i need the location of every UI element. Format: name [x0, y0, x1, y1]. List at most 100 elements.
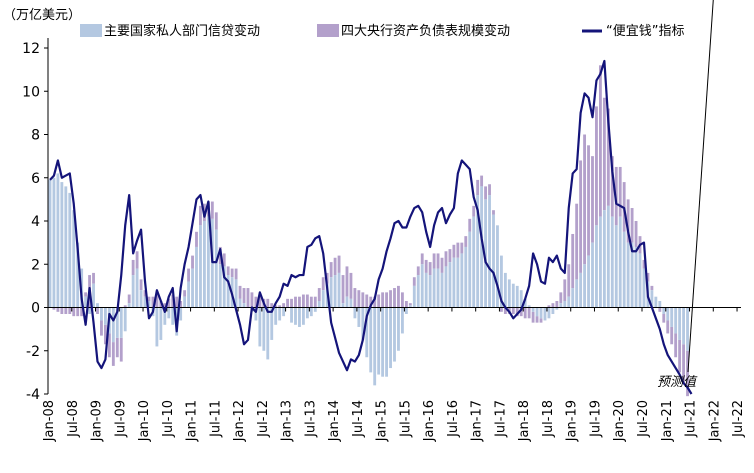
- bar-central-bank: [476, 179, 480, 196]
- bar-private-credit: [610, 216, 614, 308]
- bar-central-bank: [313, 296, 317, 308]
- bar-central-bank: [547, 305, 551, 308]
- x-tick-label: Jul-21: [684, 400, 699, 438]
- bar-private-credit: [254, 307, 258, 321]
- bar-central-bank: [115, 337, 119, 358]
- bar-private-credit: [658, 301, 662, 308]
- x-tick-label: Jul-08: [66, 400, 81, 438]
- bar-central-bank: [187, 268, 190, 282]
- bar-central-bank: [674, 333, 678, 358]
- legend-label-cheap-money: “便宜钱”指标: [606, 24, 684, 39]
- bar-private-credit: [60, 182, 64, 308]
- bar-central-bank: [341, 275, 345, 304]
- bar-private-credit: [353, 307, 357, 319]
- bar-private-credit: [56, 173, 60, 308]
- bar-private-credit: [634, 246, 638, 308]
- x-tick-label: Jan-21: [660, 400, 675, 442]
- axes: -4 -2 0 2 4 6 8 10 12 Jan-08 Jul-08 Jan-09 Jul-09 Jan…: [22, 38, 746, 442]
- bar-central-bank: [76, 307, 80, 317]
- bar-central-bank: [139, 279, 143, 291]
- bar-private-credit: [199, 225, 202, 308]
- bar-private-credit: [499, 255, 503, 308]
- bar-central-bank: [214, 212, 218, 230]
- x-tick-label: Jul-15: [398, 400, 413, 438]
- bar-private-credit: [436, 268, 440, 308]
- bar-central-bank: [195, 231, 198, 247]
- bar-central-bank: [634, 221, 638, 247]
- bar-central-bank: [567, 264, 571, 297]
- bar-private-credit: [313, 307, 317, 312]
- bar-central-bank: [68, 307, 72, 314]
- bar-private-credit: [587, 255, 590, 308]
- bar-private-credit: [123, 307, 127, 332]
- bar-private-credit: [618, 216, 622, 308]
- bar-central-bank: [381, 292, 385, 308]
- bar-central-bank: [480, 175, 484, 187]
- bar-private-credit: [571, 288, 575, 308]
- bar-central-bank: [488, 184, 491, 196]
- bar-central-bank: [408, 303, 412, 306]
- bar-private-credit: [400, 307, 404, 334]
- x-tick-label: Jan-08: [42, 400, 57, 442]
- legend-swatch-private-credit: [80, 24, 102, 37]
- x-tick-label: Jan-13: [280, 400, 295, 442]
- bar-central-bank: [222, 253, 226, 267]
- bar-central-bank: [135, 251, 139, 269]
- bar-central-bank: [503, 307, 507, 314]
- bar-private-credit: [115, 307, 119, 338]
- x-tick-label: Jul-20: [636, 400, 651, 438]
- bar-private-credit: [444, 266, 448, 308]
- bar-central-bank: [650, 285, 654, 291]
- bar-central-bank: [72, 307, 76, 317]
- bar-central-bank: [274, 305, 278, 308]
- bar-private-credit: [575, 279, 579, 308]
- y-tick-label: 12: [22, 41, 40, 57]
- bar-central-bank: [420, 253, 424, 265]
- bar-central-bank: [373, 296, 377, 308]
- bar-private-credit: [127, 303, 131, 308]
- bar-central-bank: [531, 311, 535, 323]
- bar-private-credit: [381, 307, 385, 377]
- bar-private-credit: [650, 290, 654, 308]
- bar-central-bank: [468, 218, 472, 232]
- bar-central-bank: [294, 296, 297, 308]
- bar-central-bank: [191, 255, 194, 269]
- bar-central-bank: [393, 288, 396, 308]
- bar-central-bank: [424, 259, 428, 273]
- bar-private-credit: [440, 272, 444, 308]
- bar-central-bank: [385, 292, 388, 308]
- bar-private-credit: [301, 307, 305, 325]
- annotation: 预测值: [657, 0, 714, 390]
- bar-private-credit: [583, 264, 586, 308]
- bar-private-credit: [238, 298, 242, 308]
- bar-central-bank: [127, 294, 131, 304]
- bar-private-credit: [92, 283, 95, 308]
- bar-private-credit: [345, 296, 349, 308]
- bar-private-credit: [266, 307, 270, 360]
- bar-private-credit: [393, 307, 396, 362]
- bar-central-bank: [230, 268, 234, 278]
- bar-private-credit: [464, 246, 468, 308]
- x-tick-label: Jul-14: [351, 400, 366, 438]
- bar-central-bank: [511, 307, 515, 314]
- bar-central-bank: [630, 208, 634, 243]
- bar-private-credit: [523, 298, 527, 308]
- y-tick-label: 8: [31, 128, 40, 144]
- line-series: [49, 59, 693, 395]
- bar-private-credit: [385, 307, 388, 377]
- bar-central-bank: [448, 249, 452, 263]
- bar-central-bank: [123, 305, 127, 308]
- bar-private-credit: [476, 195, 480, 308]
- bar-central-bank: [460, 242, 464, 254]
- bar-central-bank: [400, 292, 404, 308]
- bar-central-bank: [686, 350, 689, 397]
- bar-private-credit: [139, 290, 143, 308]
- bar-central-bank: [266, 298, 270, 308]
- bar-private-credit: [222, 266, 226, 308]
- bar-private-credit: [131, 275, 135, 308]
- bar-central-bank: [682, 344, 685, 384]
- bars-series-1: [48, 173, 689, 386]
- bar-central-bank: [353, 288, 357, 308]
- bar-central-bank: [523, 307, 527, 319]
- bar-central-bank: [100, 320, 103, 336]
